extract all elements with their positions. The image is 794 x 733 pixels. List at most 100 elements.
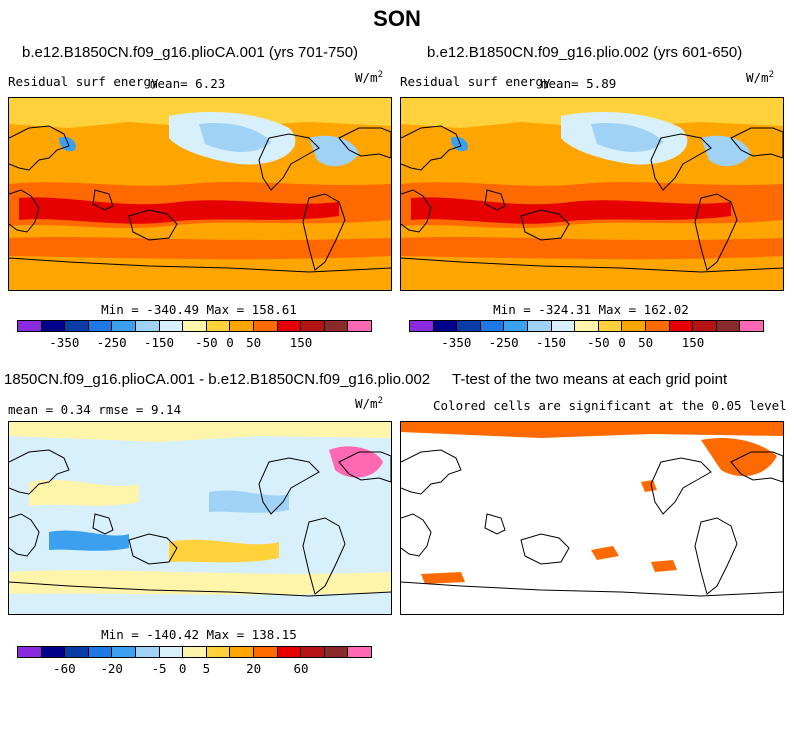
colorbar-cell <box>348 321 371 331</box>
panel-2-minmax: Min = -324.31 Max = 162.02 <box>493 302 689 317</box>
coastline <box>694 517 738 595</box>
colorbar-cell <box>159 647 184 657</box>
coastline <box>730 127 783 159</box>
colorbar-cell <box>88 647 113 657</box>
coastline <box>520 209 570 241</box>
diff-arctic <box>9 422 391 442</box>
colorbar-tick-label: -5 <box>151 661 167 676</box>
colorbar-cell <box>183 321 207 331</box>
diff-pos-1 <box>29 479 139 506</box>
coastline <box>258 133 320 191</box>
coastline <box>401 513 432 557</box>
colorbar-cell <box>277 647 302 657</box>
colorbar-cell <box>433 321 458 331</box>
north-atlantic-cool <box>309 135 359 167</box>
panel-1-variable-label: Residual surf energy <box>8 74 159 89</box>
panel-4-subtitle: Colored cells are significant at the 0.0… <box>433 398 787 413</box>
colorbar-cell <box>457 321 481 331</box>
north-pacific-cooler <box>199 122 271 152</box>
colorbar-cell <box>551 321 576 331</box>
colorbar-cell <box>18 647 42 657</box>
colorbar-cell <box>480 321 505 331</box>
colorbar-tick-label: -250 <box>96 335 127 350</box>
coastline <box>520 533 570 565</box>
colorbar-cell <box>135 321 160 331</box>
panel-3-stats: mean = 0.34 rmse = 9.14 <box>8 402 182 417</box>
colorbar-tick-label: -60 <box>53 661 76 676</box>
southern-band <box>401 237 783 260</box>
colorbar-cell <box>112 321 136 331</box>
panel-3-title: 1850CN.f09_g16.plioCA.001 - b.e12.B1850C… <box>4 371 431 388</box>
colorbar-cell <box>65 647 89 657</box>
coastline <box>484 189 506 211</box>
southern-band <box>9 237 391 260</box>
colorbar-cell <box>669 321 694 331</box>
coastline <box>92 189 114 211</box>
sig-patch-1 <box>641 480 657 492</box>
colorbar-cell <box>18 321 42 331</box>
coastline <box>484 513 506 535</box>
panel-1-title: b.e12.B1850CN.f09_g16.plioCA.001 (yrs 70… <box>22 44 359 61</box>
colorbar-cell <box>504 321 528 331</box>
diff-neg-2 <box>209 490 289 513</box>
sig-arctic <box>401 422 783 438</box>
coastline <box>650 133 712 191</box>
panel-3-map <box>8 421 392 615</box>
panel-2-title: b.e12.B1850CN.f09_g16.plio.002 (yrs 601-… <box>427 44 743 61</box>
colorbar-tick-label: -50 <box>587 335 610 350</box>
colorbar-cell <box>41 647 66 657</box>
panel-1-colorbar: -350 -250 -150 -50 0 50 150 <box>17 320 372 350</box>
colorbar-cells <box>409 320 764 332</box>
colorbar-cell <box>740 321 763 331</box>
colorbar-cell <box>301 321 325 331</box>
colorbar-cell <box>277 321 302 331</box>
diff-hotspot <box>329 446 383 478</box>
panel-1-map-plot <box>9 98 391 290</box>
tropical-core <box>19 197 339 224</box>
panel-4-map <box>400 421 784 615</box>
coastline <box>9 513 40 557</box>
colorbar-cell <box>598 321 623 331</box>
colorbar-tick-label: -350 <box>49 335 80 350</box>
north-pacific-cooler <box>591 122 663 152</box>
panel-2-map-plot <box>401 98 783 290</box>
colorbar-cell <box>253 321 278 331</box>
panel-3-map-plot <box>9 422 391 614</box>
coastline <box>9 257 391 273</box>
colorbar-tick-label: 0 <box>618 335 626 350</box>
colorbar-tick-label: 150 <box>289 335 313 350</box>
coastline <box>338 127 391 159</box>
panel-2-mean: mean= 5.89 <box>541 76 617 91</box>
colorbar-cell <box>622 321 646 331</box>
colorbar-cell <box>135 647 160 657</box>
colorbar-tick-label: 0 <box>226 335 234 350</box>
colorbar-tick-label: 150 <box>681 335 705 350</box>
colorbar-tick-label: 20 <box>246 661 262 676</box>
colorbar-tick-label: -150 <box>535 335 567 350</box>
colorbar-tick-label: 60 <box>293 661 309 676</box>
coastline <box>9 581 391 597</box>
sig-patch-4 <box>651 560 677 572</box>
coastline <box>92 513 114 535</box>
coastline <box>338 451 391 483</box>
colorbar-cell <box>253 647 278 657</box>
coastline <box>401 125 462 171</box>
north-atlantic-cool <box>701 135 751 167</box>
panel-3-units: W/m2 <box>355 396 383 412</box>
panel-2-colorbar: -350 -250 -150 -50 0 50 150 <box>409 320 764 350</box>
colorbar-cell <box>159 321 184 331</box>
colorbar-tick-label: -20 <box>100 661 123 676</box>
panel-1-minmax: Min = -340.49 Max = 158.61 <box>101 302 297 317</box>
colorbar-cell <box>716 321 741 331</box>
diff-neg-1 <box>49 530 129 551</box>
colorbar-cell <box>410 321 434 331</box>
figure-title: SON <box>373 6 421 31</box>
colorbar-cell <box>527 321 552 331</box>
colorbar-tick-label: 0 <box>178 661 187 676</box>
panel-2-map <box>400 97 784 291</box>
coastline <box>401 449 462 495</box>
panel-3-minmax: Min = -140.42 Max = 138.15 <box>101 627 297 642</box>
colorbar-tick-label: 5 <box>202 661 211 676</box>
coastline <box>730 451 783 483</box>
colorbar-cell <box>348 647 371 657</box>
